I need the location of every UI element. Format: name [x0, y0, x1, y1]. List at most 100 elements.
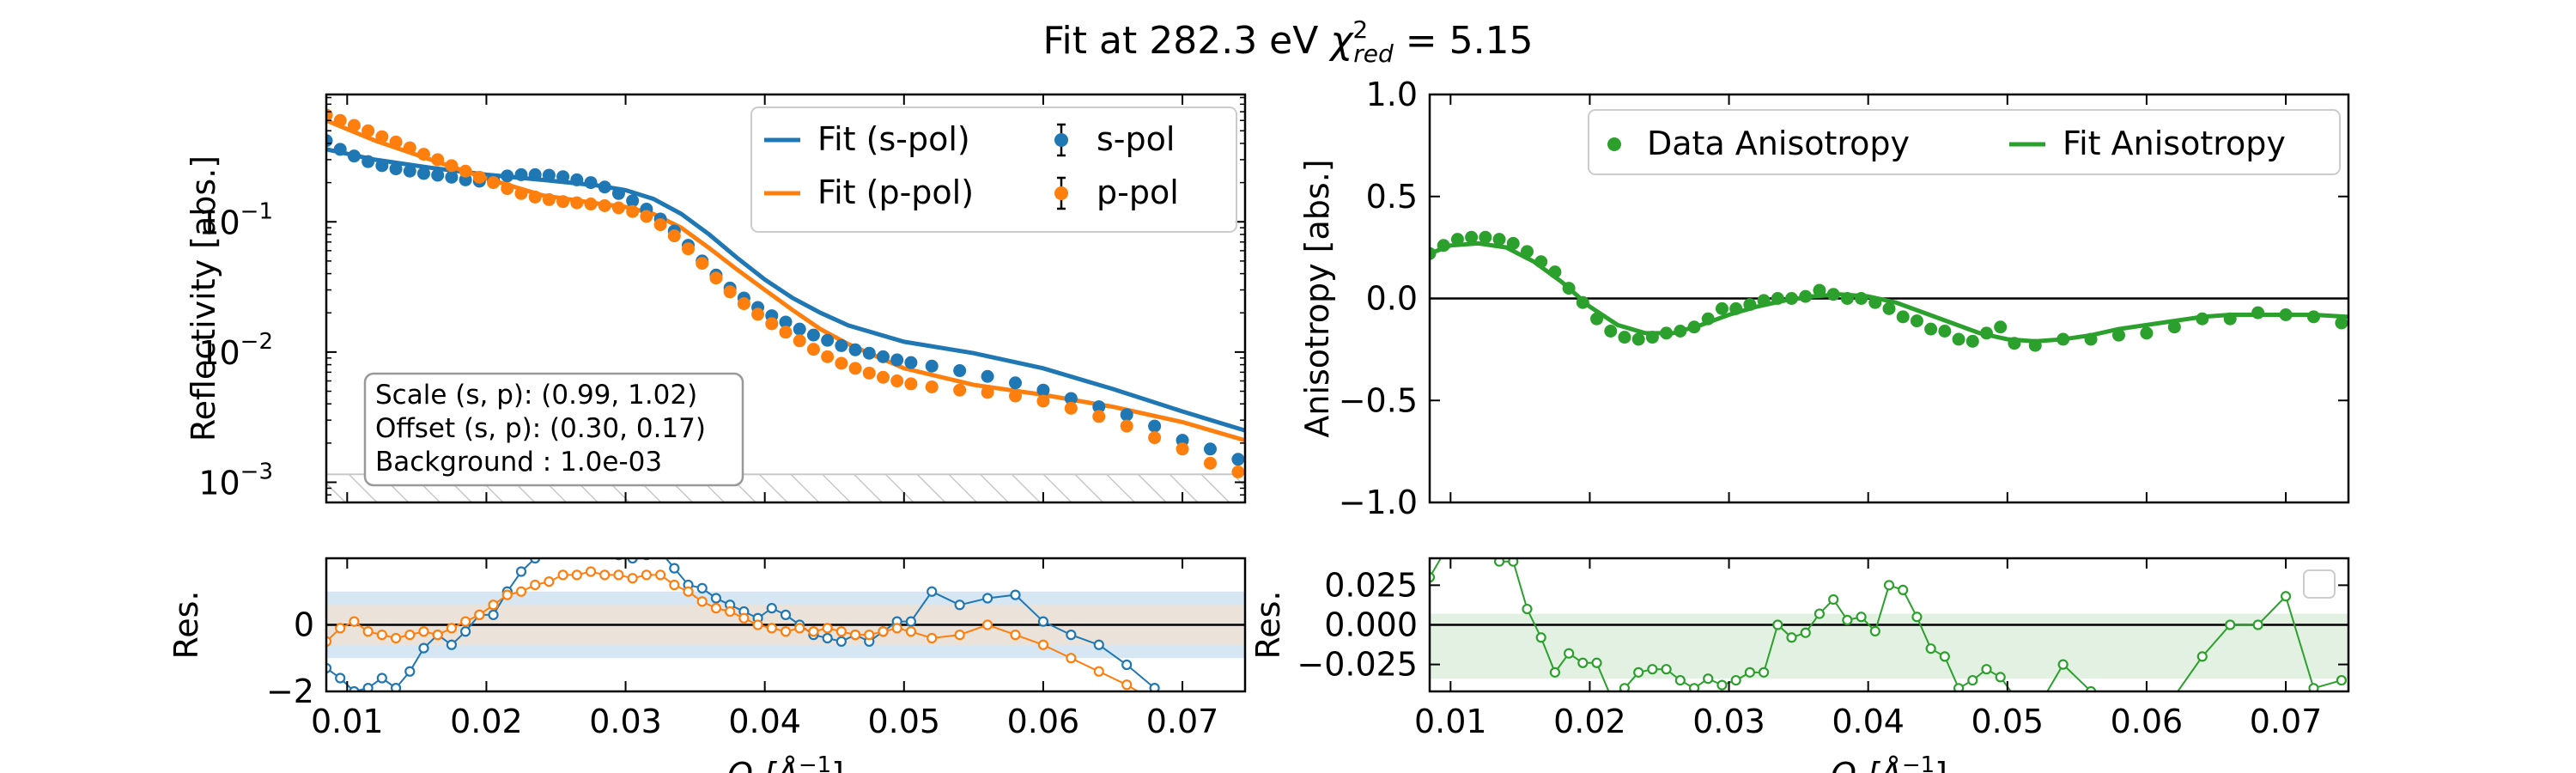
anisotropy-data-point [1437, 239, 1450, 253]
reflectivity-residual-residual-point [335, 673, 346, 684]
anisotropy-residual-residual-point [1842, 614, 1853, 626]
anisotropy-data-point [1840, 292, 1854, 305]
anisotropy-residual-xlabel-q: Q [Å [1831, 756, 1902, 773]
reflectivity-residual-residual-point [981, 593, 993, 604]
data-point-p_pol [723, 285, 737, 299]
anisotropy-data-point [1868, 295, 1882, 309]
reflectivity-residual-residual-point [905, 626, 917, 637]
data-point-s_pol [981, 369, 994, 383]
data-point-p_pol [1120, 419, 1133, 433]
anisotropy-ytick-label: 0.0 [1366, 280, 1418, 318]
data-point-s_pol [584, 176, 598, 190]
data-point-s_pol [403, 164, 416, 178]
reflectivity-residual-residual-point [710, 593, 722, 604]
data-point-p_pol [431, 153, 445, 167]
data-point-p_pol [556, 195, 570, 209]
anisotropy-residual-xlabel-sup: −1 [1902, 752, 1935, 773]
figure-title: Fit at 282.3 eV χ2 red = 5.15 [1042, 15, 1533, 68]
anisotropy-residual-residual-point [1744, 666, 1755, 678]
data-point-p_pol [626, 204, 640, 218]
data-point-p_pol [584, 198, 598, 211]
reflectivity-residual-residual-point [794, 623, 805, 634]
reflectivity-residual-residual-point [515, 566, 527, 577]
reflectivity-residual-residual-point [404, 630, 416, 641]
data-point-p_pol [709, 271, 723, 285]
data-point-p_pol [848, 362, 862, 375]
anisotropy-data-point [2167, 320, 2181, 334]
data-point-p_pol [361, 124, 375, 137]
ytick-base: 10 [198, 334, 240, 372]
legend-point-swatch [1054, 133, 1068, 147]
legend-label: p-pol [1097, 173, 1179, 211]
reflectivity-residual-xtick-label: 0.04 [728, 703, 801, 740]
reflectivity-residual-residual-point [641, 569, 652, 581]
reflectivity-residual-residual-point [1121, 659, 1133, 671]
anisotropy-residual-residual-point [1814, 608, 1826, 619]
data-point-p_pol [696, 257, 709, 271]
reflectivity-residual-residual-point [1093, 666, 1104, 677]
anisotropy-residual-residual-point [2196, 651, 2208, 662]
data-point-s_pol [361, 155, 375, 168]
anisotropy-residual-residual-point [1564, 648, 1575, 659]
anisotropy-residual-residual-point [1995, 672, 2006, 683]
data-point-p_pol [925, 380, 939, 393]
anisotropy-residual-residual-point [1828, 593, 1839, 606]
reflectivity-residual-residual-point [488, 609, 499, 620]
reflectivity-residual-residual-point [654, 569, 666, 581]
reflectivity-residual-residual-point [981, 619, 993, 630]
anisotropy-residual-residual-point [1661, 664, 1672, 675]
reflectivity-residual-residual-point [376, 673, 387, 684]
data-point-p_pol [1092, 410, 1106, 423]
data-point-p_pol [751, 307, 765, 321]
data-point-p_pol [403, 141, 416, 155]
ytick-base: 10 [198, 465, 240, 502]
anisotropy-residual-residual-point [1688, 683, 1700, 691]
anisotropy-data-point [1743, 298, 1757, 312]
anisotropy-residual-residual-point [1786, 632, 1797, 643]
anisotropy-data-point [1715, 301, 1728, 315]
anisotropy-data-point [2084, 332, 2098, 346]
anisotropy-legend: Data Anisotropy Fit Anisotropy [1588, 109, 2341, 175]
reflectivity-residual-residual-point [515, 586, 527, 597]
ytick-exponent: −3 [240, 460, 273, 485]
anisotropy-data-point [2335, 316, 2348, 330]
anisotropy-data-point [1430, 247, 1437, 260]
anisotropy-residual-residual-point [1898, 584, 1909, 596]
reflectivity-residual-residual-point [627, 573, 638, 584]
reflectivity-residual-residual-point [460, 616, 471, 627]
anisotropy-residual-ytick-label: 0.000 [1324, 606, 1418, 644]
data-point-p_pol [542, 192, 556, 206]
anisotropy-residual-xtick-label: 0.07 [2250, 703, 2323, 740]
anisotropy-data-point [1590, 312, 1604, 326]
data-point-s_pol [1231, 453, 1245, 466]
data-point-s_pol [542, 168, 556, 182]
data-point-s_pol [1092, 400, 1106, 414]
reflectivity-ylabel: Reflectivity [abs.] [185, 155, 222, 441]
reflectivity-residual-residual-point [501, 589, 513, 600]
data-point-s_pol [953, 364, 967, 378]
reflectivity-residual-residual-point [1010, 630, 1021, 641]
data-point-p_pol [459, 164, 472, 178]
data-point-s_pol [1009, 376, 1022, 390]
anisotropy-residual-residual-point [1716, 679, 1728, 691]
anisotropy-residual-residual-point [2252, 619, 2263, 630]
data-point-p_pol [514, 186, 528, 200]
anisotropy-data-point [1604, 325, 1618, 338]
data-point-s_pol [556, 170, 570, 184]
data-point-p_pol [1009, 389, 1022, 403]
data-point-p_pol [640, 210, 653, 223]
anisotropy-residual-residual-point [1883, 580, 1895, 591]
anisotropy-residual-residual-point [1577, 657, 1589, 668]
data-point-p_pol [1176, 442, 1189, 456]
data-point-p_pol [333, 113, 347, 127]
anisotropy-data-point [1660, 326, 1674, 340]
anisotropy-residual-residual-point [2225, 619, 2236, 630]
anisotropy-residual-residual-point [1856, 612, 1867, 623]
anisotropy-residual-residual-point [1703, 673, 1714, 685]
anisotropy-residual-residual-point [1911, 612, 1923, 623]
data-point-p_pol [445, 159, 459, 173]
anisotropy-data-point [1896, 310, 1910, 324]
data-point-p_pol [806, 343, 820, 356]
anisotropy-ylabel: Anisotropy [abs.] [1298, 159, 1336, 437]
data-point-s_pol [1148, 419, 1162, 433]
